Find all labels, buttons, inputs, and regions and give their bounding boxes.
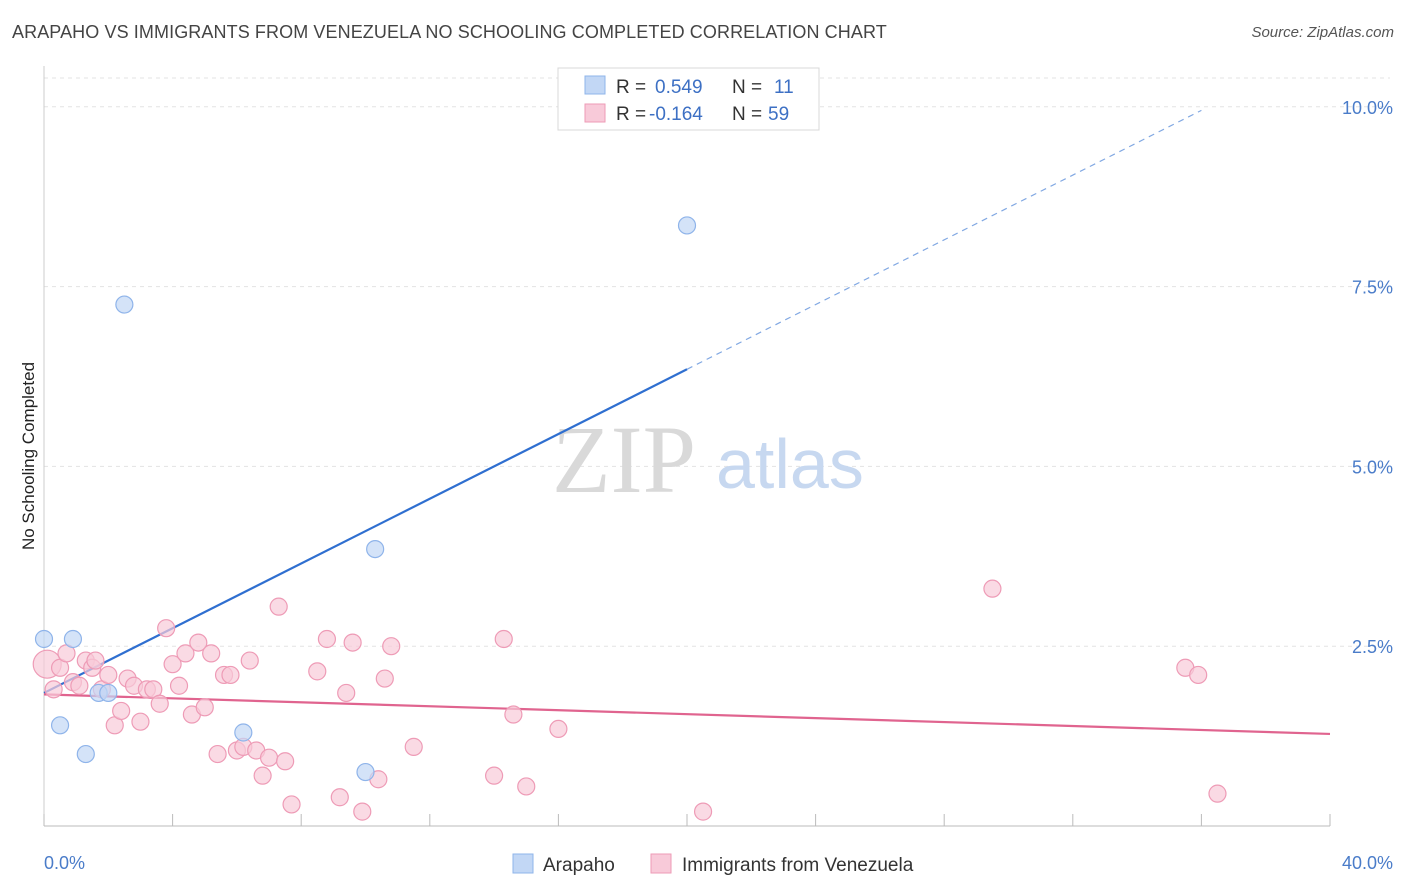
point-venezuela-27 xyxy=(208,744,227,764)
legend-swatch-arapaho xyxy=(584,75,606,95)
point-venezuela-35 xyxy=(259,748,279,767)
legend-n-label-1: N = xyxy=(732,77,762,98)
point-venezuela-37 xyxy=(282,795,301,814)
point-venezuela-55 xyxy=(983,579,1002,598)
point-arapaho-9 xyxy=(356,762,375,782)
legend-n-label-2: N = xyxy=(732,104,762,125)
trendlines xyxy=(43,109,1331,736)
point-venezuela-49 xyxy=(485,766,504,785)
source-label: Source: ZipAtlas.com xyxy=(1251,24,1394,41)
point-arapaho-7 xyxy=(234,723,253,742)
point-venezuela-52 xyxy=(517,777,536,796)
legend-n-value-2: 59 xyxy=(768,104,789,125)
point-venezuela-1 xyxy=(44,680,63,699)
point-arapaho-5 xyxy=(99,683,118,703)
point-venezuela-15 xyxy=(131,712,150,731)
point-arapaho-10 xyxy=(677,216,697,235)
point-arapaho-6 xyxy=(115,295,134,314)
stats-legend: R = 0.549 N = 11 R = -0.164 N = 59 xyxy=(557,67,820,131)
point-venezuela-38 xyxy=(269,597,288,616)
point-venezuela-12 xyxy=(112,701,131,721)
data-points xyxy=(32,216,1227,821)
y-axis-title: No Schooling Completed xyxy=(19,362,38,550)
legend-r-value-2: -0.164 xyxy=(649,104,703,125)
point-venezuela-58 xyxy=(1208,784,1227,803)
series-swatch-arapaho xyxy=(512,853,534,874)
point-arapaho-2 xyxy=(63,629,83,649)
point-venezuela-5 xyxy=(70,676,89,695)
gridlines xyxy=(44,77,1390,647)
legend-r-label-1: R = xyxy=(616,77,646,98)
point-venezuela-20 xyxy=(163,655,182,674)
y-tick-label-0: 2.5% xyxy=(1352,637,1393,657)
point-venezuela-43 xyxy=(343,633,362,652)
point-venezuela-36 xyxy=(276,752,295,771)
series-swatch-venezuela xyxy=(650,853,672,874)
point-venezuela-22 xyxy=(176,644,195,663)
point-venezuela-41 xyxy=(330,788,349,807)
point-venezuela-47 xyxy=(382,637,401,656)
series-legend: Arapaho Immigrants from Venezuela xyxy=(512,853,914,876)
legend-r-value-1: 0.549 xyxy=(655,77,703,98)
watermark: ZIP atlas xyxy=(552,406,864,513)
point-venezuela-8 xyxy=(86,651,105,670)
point-venezuela-42 xyxy=(337,683,356,703)
point-venezuela-29 xyxy=(221,665,240,685)
point-venezuela-10 xyxy=(99,665,118,685)
trendline-extension-0 xyxy=(686,109,1202,370)
point-venezuela-53 xyxy=(549,719,568,739)
y-tick-labels: 2.5% 5.0% 7.5% 10.0% xyxy=(1342,98,1393,657)
watermark-zip: ZIP xyxy=(552,406,696,513)
point-venezuela-19 xyxy=(157,619,176,638)
legend-n-value-1: 11 xyxy=(774,77,794,98)
legend-swatch-venezuela xyxy=(584,103,606,123)
watermark-atlas: atlas xyxy=(716,425,864,503)
point-venezuela-24 xyxy=(189,633,208,652)
point-venezuela-44 xyxy=(353,802,372,821)
point-venezuela-40 xyxy=(317,629,337,649)
point-venezuela-32 xyxy=(240,651,259,670)
point-venezuela-39 xyxy=(308,662,327,681)
point-venezuela-57 xyxy=(1189,665,1208,685)
x-tick-label-max: 40.0% xyxy=(1342,853,1393,873)
point-venezuela-18 xyxy=(150,694,169,713)
y-tick-label-3: 10.0% xyxy=(1342,98,1393,118)
y-tick-label-2: 7.5% xyxy=(1352,278,1393,298)
chart-title: ARAPAHO VS IMMIGRANTS FROM VENEZUELA NO … xyxy=(12,22,887,42)
legend-r-label-2: R = xyxy=(616,104,646,125)
x-tick-label-min: 0.0% xyxy=(44,853,85,873)
point-arapaho-8 xyxy=(366,539,385,559)
point-venezuela-48 xyxy=(404,737,423,756)
point-venezuela-21 xyxy=(169,676,189,695)
trendline-1 xyxy=(43,693,1331,736)
point-venezuela-50 xyxy=(494,629,513,649)
point-venezuela-46 xyxy=(375,669,394,688)
series-label-arapaho: Arapaho xyxy=(543,855,615,876)
point-arapaho-3 xyxy=(76,744,95,764)
point-venezuela-34 xyxy=(253,766,272,785)
point-venezuela-54 xyxy=(693,802,713,821)
point-arapaho-0 xyxy=(34,629,54,649)
point-venezuela-51 xyxy=(504,705,523,724)
trendline-0 xyxy=(43,368,688,694)
point-venezuela-26 xyxy=(202,644,221,663)
axes xyxy=(43,66,1331,827)
point-venezuela-25 xyxy=(195,698,214,717)
y-tick-label-1: 5.0% xyxy=(1352,457,1393,477)
point-arapaho-1 xyxy=(50,716,70,735)
series-label-venezuela: Immigrants from Venezuela xyxy=(682,855,914,876)
